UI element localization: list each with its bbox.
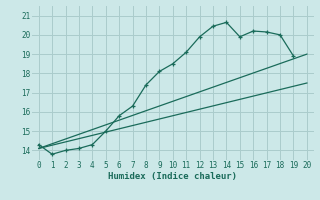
X-axis label: Humidex (Indice chaleur): Humidex (Indice chaleur): [108, 172, 237, 181]
